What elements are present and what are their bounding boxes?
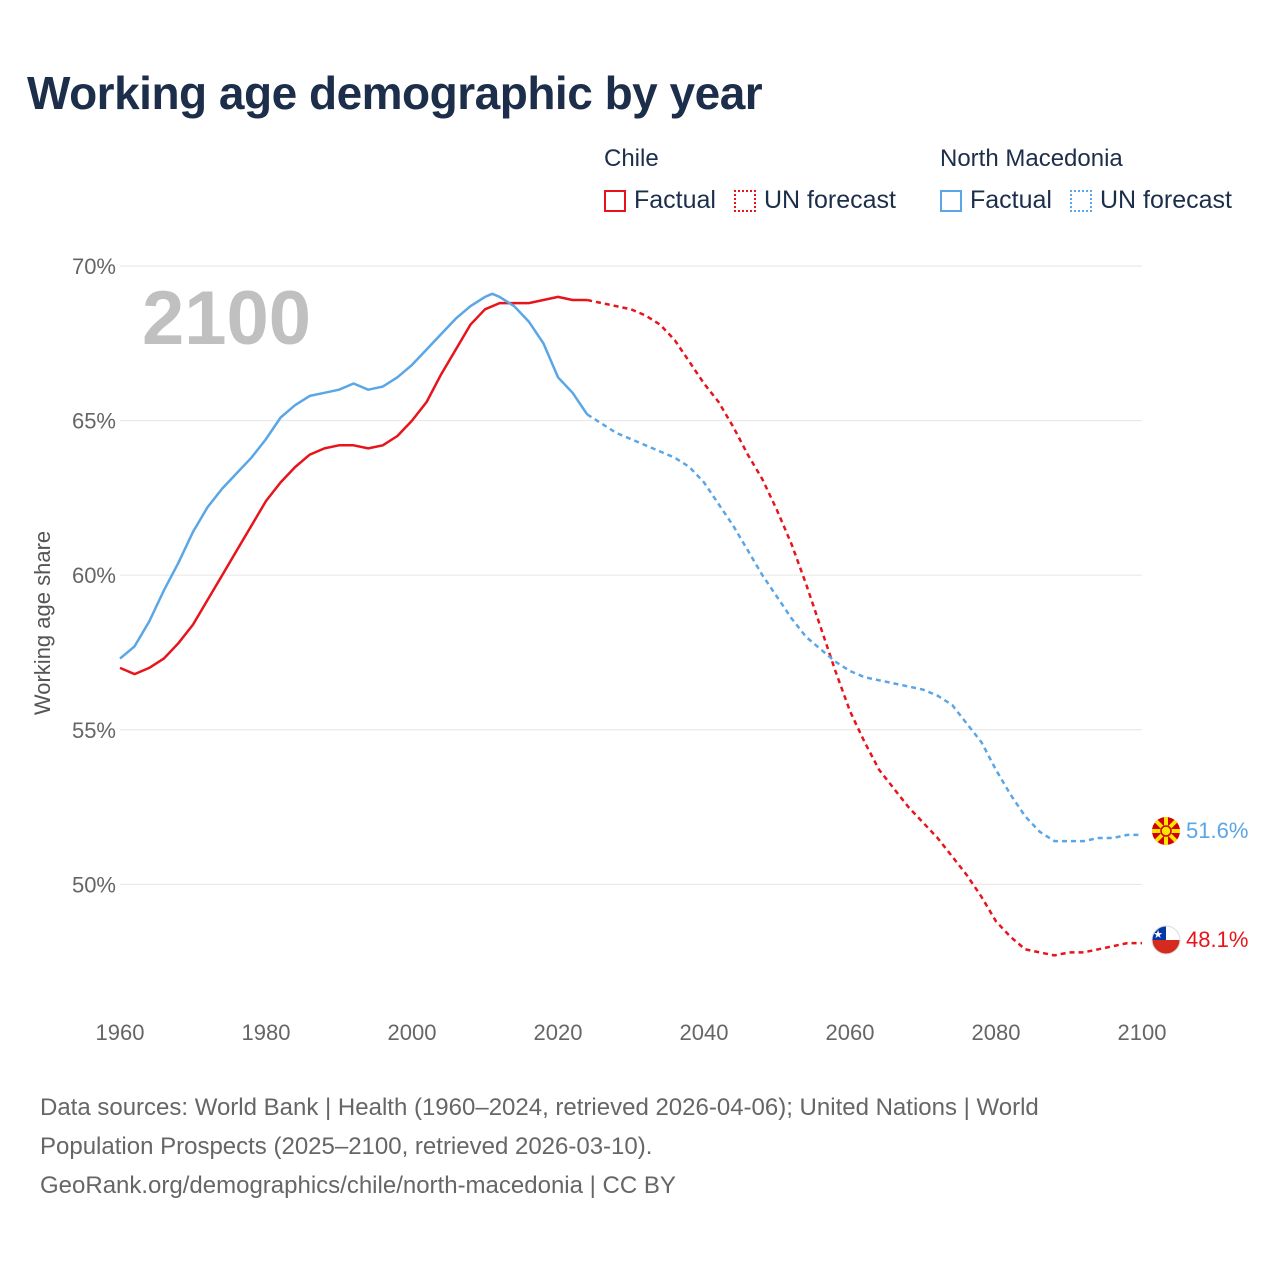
line-chart: 2100 50% 55% 60% 65% 70% 1960 1980 2000 2020 204… bbox=[30, 254, 1248, 1045]
y-tick-label: 50% bbox=[72, 872, 116, 897]
y-tick-label: 70% bbox=[72, 254, 116, 279]
sources-line-2: Population Prospects (2025–2100, retriev… bbox=[40, 1133, 653, 1160]
legend-group-name: North Macedonia bbox=[940, 145, 1123, 172]
north-macedonia-forecast-line[interactable] bbox=[586, 413, 1142, 843]
y-tick-label: 55% bbox=[72, 718, 116, 743]
sources-line-1: Data sources: World Bank | Health (1960–… bbox=[40, 1094, 1039, 1121]
y-tick-label: 65% bbox=[72, 409, 116, 434]
legend-swatch-dotted bbox=[1069, 189, 1092, 212]
legend-swatch-solid bbox=[940, 189, 962, 212]
x-tick-label: 2000 bbox=[388, 1020, 437, 1045]
series-lines bbox=[119, 292, 1142, 957]
legend-label: Factual bbox=[634, 186, 716, 214]
x-tick-label: 2080 bbox=[972, 1020, 1021, 1045]
chart-title: Working age demographic by year bbox=[27, 67, 763, 119]
data-sources: Data sources: World Bank | Health (1960–… bbox=[40, 1088, 1220, 1205]
north-macedonia-factual-line[interactable] bbox=[119, 292, 589, 660]
legend-group-name: Chile bbox=[604, 145, 659, 172]
x-tick-label: 1980 bbox=[242, 1020, 291, 1045]
x-axis-ticks: 1960 1980 2000 2020 2040 2060 2080 2100 bbox=[96, 1020, 1167, 1045]
chile-end-label: 48.1% bbox=[1186, 927, 1248, 952]
x-tick-label: 2020 bbox=[534, 1020, 583, 1045]
legend-label: UN forecast bbox=[1099, 186, 1232, 214]
sources-line-3[interactable]: GeoRank.org/demographics/chile/north-mac… bbox=[40, 1172, 676, 1199]
x-tick-label: 2040 bbox=[680, 1020, 729, 1045]
legend-item-chile-forecast[interactable]: UN forecast bbox=[733, 186, 896, 215]
y-axis-title: Working age share bbox=[30, 531, 55, 715]
y-tick-label: 60% bbox=[72, 563, 116, 588]
legend-swatch-solid bbox=[604, 189, 626, 212]
legend-item-north-macedonia-forecast[interactable]: UN forecast bbox=[1069, 186, 1232, 215]
legend-group-north-macedonia: North Macedonia Factual UN forecast bbox=[940, 144, 1232, 215]
legend-label: Factual bbox=[970, 186, 1052, 214]
legend-item-north-macedonia-factual[interactable]: Factual bbox=[940, 186, 1052, 215]
svg-text:★: ★ bbox=[1153, 929, 1163, 941]
y-axis-ticks: 50% 55% 60% 65% 70% bbox=[72, 254, 116, 897]
x-tick-label: 2100 bbox=[1118, 1020, 1167, 1045]
year-watermark: 2100 bbox=[142, 276, 311, 361]
chile-flag-icon: ★ bbox=[1151, 925, 1181, 955]
north-macedonia-end-label: 51.6% bbox=[1186, 818, 1248, 843]
legend-swatch-dotted bbox=[733, 189, 756, 212]
x-tick-label: 1960 bbox=[96, 1020, 145, 1045]
legend-group-chile: Chile Factual UN forecast bbox=[604, 144, 896, 215]
legend-item-chile-factual[interactable]: Factual bbox=[604, 186, 716, 215]
north-macedonia-flag-icon bbox=[1152, 817, 1180, 845]
x-tick-label: 2060 bbox=[826, 1020, 875, 1045]
chile-forecast-line[interactable] bbox=[586, 298, 1142, 957]
legend-label: UN forecast bbox=[763, 186, 896, 214]
